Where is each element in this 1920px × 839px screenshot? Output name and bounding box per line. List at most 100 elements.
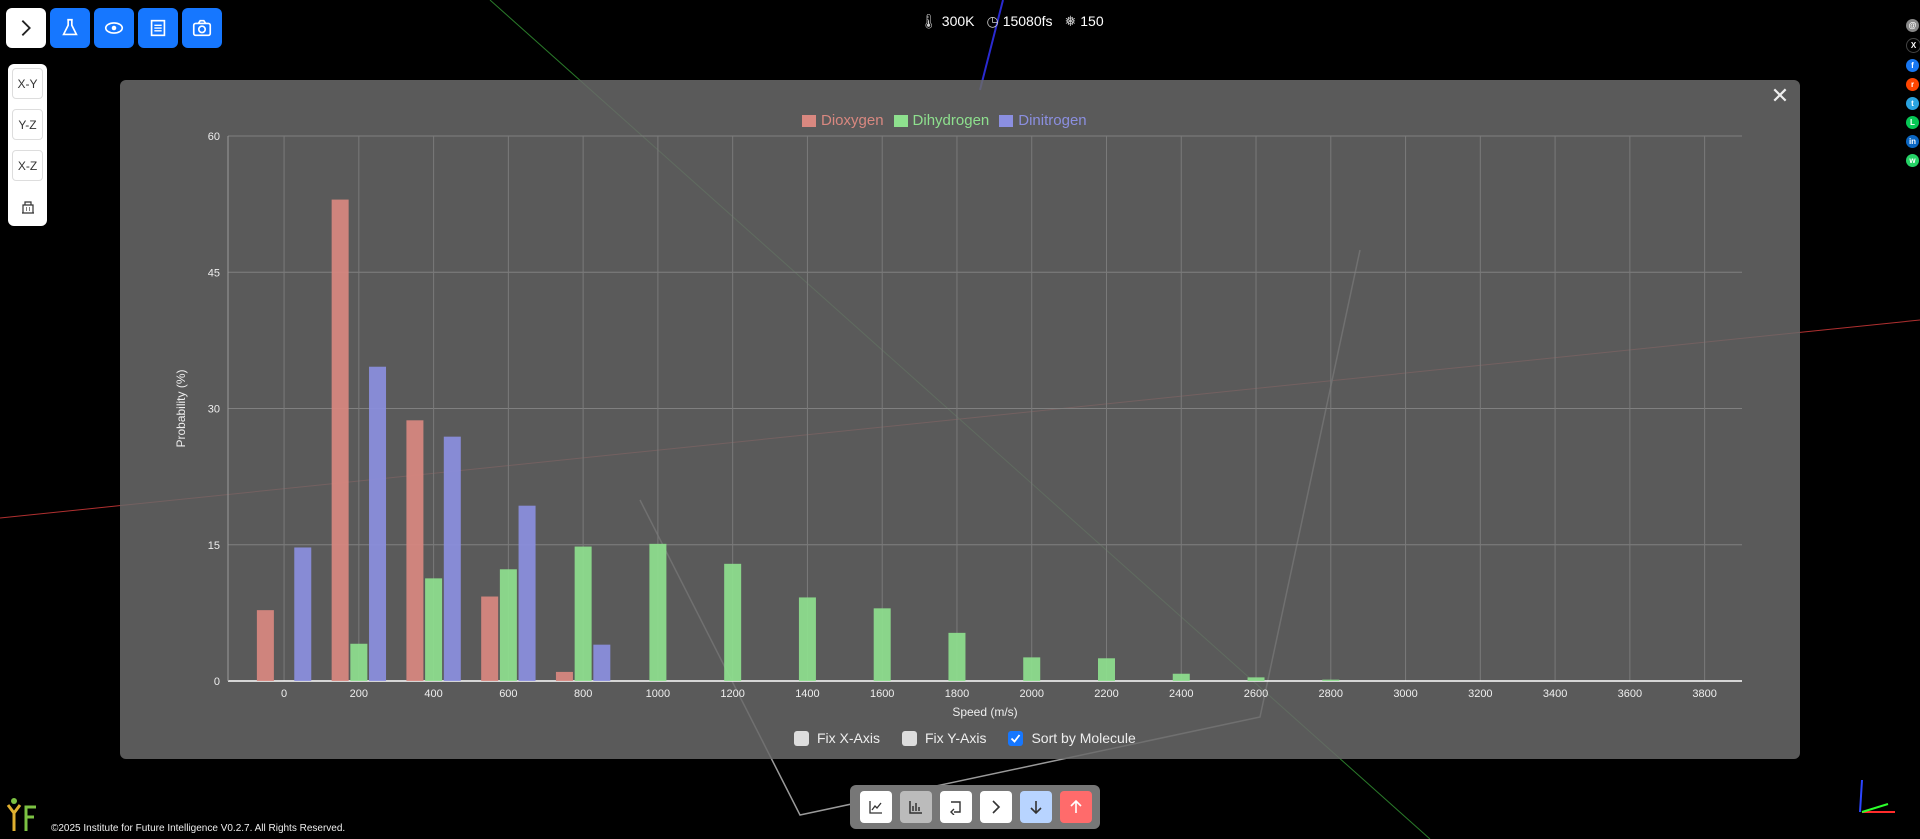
x-share-icon[interactable]: X [1906,38,1920,53]
legend-label: Dihydrogen [912,112,990,129]
y-axis-label: Probability (%) [174,369,188,447]
bar [499,569,517,681]
reset-button[interactable] [940,791,972,823]
x-tick-label: 800 [574,688,592,700]
x-tick-label: 2200 [1094,688,1118,700]
arrow-down-icon [1030,801,1042,815]
checkbox-label: Sort by Molecule [1031,730,1136,746]
x-tick-label: 3600 [1618,688,1642,700]
bar [948,632,966,681]
linkedin-share-icon[interactable]: in [1906,135,1919,148]
x-tick-label: 1600 [870,688,894,700]
view-xz-button[interactable]: X-Z [12,150,43,181]
y-tick-label: 60 [208,131,220,143]
x-tick-label: 3800 [1692,688,1716,700]
x-tick-label: 200 [350,688,368,700]
cool-button[interactable] [1020,791,1052,823]
bar [350,643,368,681]
play-icon [992,800,1001,814]
bar [1172,673,1190,681]
bar [574,546,592,681]
document-icon [150,19,166,37]
fix-y-axis-checkbox[interactable]: Fix Y-Axis [902,730,986,746]
bar-chart-button[interactable] [900,791,932,823]
bar [481,596,499,681]
molecule-count: 150 [1080,13,1104,29]
x-tick-label: 1000 [646,688,670,700]
checkbox-box[interactable] [902,730,917,746]
legend-item-dioxygen[interactable]: Dioxygen [802,112,884,129]
experiment-button[interactable] [50,8,90,48]
email-share-icon[interactable]: @ [1906,19,1919,32]
telegram-share-icon[interactable]: t [1906,97,1919,110]
facebook-share-icon[interactable]: f [1906,59,1919,72]
x-tick-label: 2000 [1019,688,1043,700]
chart-options: Fix X-Axis Fix Y-Axis Sort by Molecule [794,730,1136,746]
x-tick-label: 3400 [1543,688,1567,700]
thermometer-icon: 🌡 [920,13,938,29]
x-tick-label: 3200 [1468,688,1492,700]
checkbox-label: Fix X-Axis [817,730,880,746]
simulation-toolbar [850,785,1100,829]
chevron-right-icon [21,20,31,36]
bar [256,610,274,681]
line-chart-button[interactable] [860,791,892,823]
legend-item-dinitrogen[interactable]: Dinitrogen [999,112,1087,129]
toggle-menu-button[interactable] [6,8,46,48]
legend-swatch [802,114,816,127]
close-icon[interactable]: ✕ [1770,83,1790,108]
chart-legend: Dioxygen Dihydrogen Dinitrogen [802,112,1087,129]
x-tick-label: 1200 [720,688,744,700]
sort-by-molecule-checkbox[interactable]: Sort by Molecule [1008,730,1136,746]
bar [1023,657,1041,681]
view-panel: X-Y Y-Z X-Z [8,64,47,226]
x-tick-label: 3000 [1393,688,1417,700]
checkbox-box[interactable] [794,730,809,746]
play-button[interactable] [980,791,1012,823]
x-tick-label: 1800 [945,688,969,700]
y-tick-label: 15 [208,540,220,552]
bar [798,597,816,681]
building-icon [21,200,34,214]
y-tick-label: 45 [208,267,220,279]
whatsapp-share-icon[interactable]: w [1906,154,1919,167]
legend-label: Dinitrogen [1018,112,1087,129]
arrow-up-icon [1070,799,1082,813]
reset-view-button[interactable] [12,191,43,222]
y-tick-label: 30 [208,404,220,416]
main-toolbar [6,8,222,48]
document-button[interactable] [138,8,178,48]
legend-label: Dioxygen [821,112,884,129]
time-value: 15080fs [1002,13,1053,29]
bar [873,608,891,681]
screenshot-button[interactable] [182,8,222,48]
bar [406,420,424,681]
line-share-icon[interactable]: L [1906,116,1919,129]
heat-button[interactable] [1060,791,1092,823]
fix-x-axis-checkbox[interactable]: Fix X-Axis [794,730,880,746]
bar [649,543,667,681]
copyright-footer: ©2025 Institute for Future Intelligence … [51,823,346,834]
legend-item-dihydrogen[interactable]: Dihydrogen [893,112,990,129]
view-yz-button[interactable]: Y-Z [12,109,43,140]
check-icon [1011,733,1021,743]
flask-icon [62,18,78,36]
reddit-share-icon[interactable]: r [1906,78,1919,91]
bar [1247,677,1265,681]
x-tick-label: 400 [424,688,442,700]
view-xy-button[interactable]: X-Y [12,68,43,99]
checkbox-label: Fix Y-Axis [925,730,987,746]
line-chart-icon [869,801,882,814]
speed-distribution-panel: ✕ 0 15 30 45 60 0 200 400 600 800 1000 1200 1400 1600… [120,80,1800,759]
bar [593,644,611,681]
bar [425,578,443,681]
x-tick-label: 2800 [1319,688,1343,700]
legend-swatch [999,114,1014,127]
temperature-value: 300K [941,13,975,29]
visibility-button[interactable] [94,8,134,48]
bar-chart-icon [909,801,922,814]
bar [518,505,536,681]
x-tick-label: 2600 [1244,688,1268,700]
checkbox-box[interactable] [1008,730,1024,746]
